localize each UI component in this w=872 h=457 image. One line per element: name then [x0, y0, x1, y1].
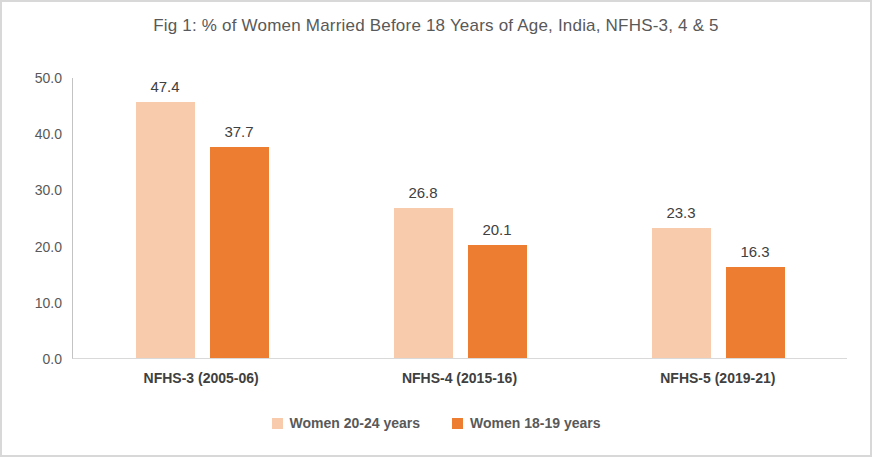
- value-label: 26.8: [408, 184, 437, 201]
- category-label: NFHS-4 (2015-16): [330, 370, 588, 386]
- x-axis: NFHS-3 (2005-06)NFHS-4 (2015-16)NFHS-5 (…: [72, 370, 847, 386]
- legend-item: Women 18-19 years: [452, 415, 600, 431]
- category-label: NFHS-3 (2005-06): [72, 370, 330, 386]
- legend-label: Women 20-24 years: [290, 415, 420, 431]
- y-tick-label: 50.0: [35, 70, 62, 86]
- chart-title: Fig 1: % of Women Married Before 18 Year…: [2, 16, 870, 36]
- plot-area: 47.4 37.7 26.8 20.1 23.3 16.3: [72, 78, 847, 359]
- value-label: 20.1: [482, 221, 511, 238]
- bar-column: 26.8: [394, 78, 453, 358]
- bar: [136, 102, 195, 358]
- bar-column: 20.1: [468, 78, 527, 358]
- bar-column: 23.3: [652, 78, 711, 358]
- value-label: 37.7: [224, 123, 253, 140]
- bar: [210, 147, 269, 358]
- bar-group: 47.4 37.7: [73, 78, 331, 358]
- bar: [394, 208, 453, 358]
- y-tick-label: 10.0: [35, 295, 62, 311]
- legend-swatch-icon: [272, 418, 283, 429]
- legend: Women 20-24 years Women 18-19 years: [2, 415, 870, 431]
- bar-column: 47.4: [136, 78, 195, 358]
- legend-item: Women 20-24 years: [272, 415, 420, 431]
- legend-label: Women 18-19 years: [470, 415, 600, 431]
- bar-group: 26.8 20.1: [331, 78, 589, 358]
- bar: [468, 245, 527, 358]
- legend-swatch-icon: [452, 418, 463, 429]
- bar: [652, 228, 711, 358]
- y-tick-label: 30.0: [35, 182, 62, 198]
- bar-column: 37.7: [210, 78, 269, 358]
- bar: [726, 267, 785, 358]
- bar-group: 23.3 16.3: [589, 78, 847, 358]
- category-label: NFHS-5 (2019-21): [589, 370, 847, 386]
- value-label: 23.3: [666, 204, 695, 221]
- value-label: 47.4: [150, 78, 179, 95]
- value-label: 16.3: [740, 243, 769, 260]
- bar-column: 16.3: [726, 78, 785, 358]
- y-tick-label: 20.0: [35, 239, 62, 255]
- y-axis: 50.040.030.020.010.00.0: [2, 78, 62, 359]
- chart-container: Fig 1: % of Women Married Before 18 Year…: [0, 0, 872, 457]
- y-tick-label: 40.0: [35, 126, 62, 142]
- y-tick-label: 0.0: [43, 351, 62, 367]
